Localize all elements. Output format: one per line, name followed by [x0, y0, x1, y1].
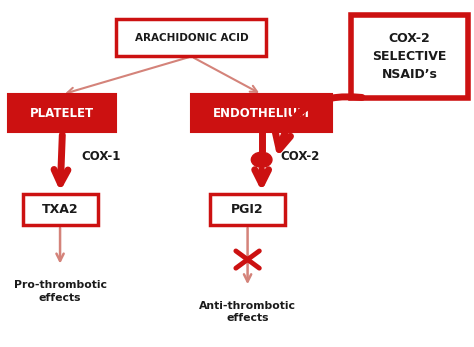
Circle shape: [251, 152, 272, 167]
Bar: [116, 19, 266, 57]
Bar: [23, 194, 98, 225]
Text: COX-2: COX-2: [281, 150, 320, 163]
Bar: [191, 94, 332, 132]
Text: COX-2
SELECTIVE
NSAID’s: COX-2 SELECTIVE NSAID’s: [372, 32, 447, 81]
Text: COX-1: COX-1: [81, 150, 120, 163]
Bar: [210, 194, 285, 225]
Bar: [351, 15, 468, 98]
Text: Anti-thrombotic
effects: Anti-thrombotic effects: [199, 301, 296, 323]
Text: ARACHIDONIC ACID: ARACHIDONIC ACID: [135, 33, 248, 43]
Text: PGI2: PGI2: [231, 203, 264, 216]
Text: Pro-thrombotic
effects: Pro-thrombotic effects: [14, 280, 107, 303]
Text: ENDOTHELIUM: ENDOTHELIUM: [213, 107, 310, 120]
Text: TXA2: TXA2: [42, 203, 78, 216]
Text: PLATELET: PLATELET: [30, 107, 94, 120]
Bar: [9, 94, 116, 132]
